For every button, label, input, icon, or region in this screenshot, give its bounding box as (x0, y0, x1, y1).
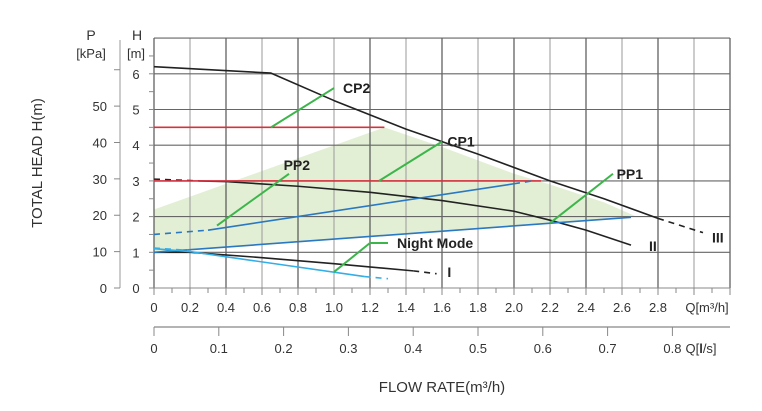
p-axis-tick-label: 0 (100, 281, 107, 296)
x-axis-title: FLOW RATE(m³/h) (379, 379, 505, 396)
series-line-pp2-ext2 (513, 180, 533, 185)
axis-layer: 0 1 2 3 4 5 6 0 10 20 30 40 50 0 0.2 0.4 0.6 0.8 1.0 1.2 1.4… (93, 40, 731, 356)
x-axis-m3h-tick-label: 2.2 (541, 300, 559, 315)
grid-layer (153, 37, 731, 289)
x-axis-m3h-unit: Q[m³/h] (685, 300, 728, 315)
x-axis-m3h-tick-label: 2.6 (613, 300, 631, 315)
annotation-leader-cp2 (270, 87, 335, 129)
x-axis-ls-tick-label: 0.2 (275, 341, 293, 356)
series-line-pp1 (153, 216, 632, 254)
series-line-i (154, 251, 414, 272)
annotation-leader-cp1 (378, 140, 443, 182)
x-axis-m3h-tick-label: 0 (150, 300, 157, 315)
curve-label-cp1: CP1 (447, 134, 474, 150)
h-axis-tick-label: 6 (132, 67, 139, 82)
x-axis-ls-unit: Q[l/s] (685, 341, 716, 356)
p-axis-tick-label: 30 (93, 172, 107, 187)
h-axis-tick-label: 0 (132, 281, 139, 296)
x-axis-m3h-tick-label: 0.2 (181, 300, 199, 315)
p-axis-tick-label: 40 (93, 135, 107, 150)
x-axis-m3h-tick-label: 2.8 (649, 300, 667, 315)
series-line-pp2-ext (153, 229, 209, 236)
curve-label-pp2: PP2 (284, 157, 311, 173)
x-axis-ls-tick-label: 0 (150, 341, 157, 356)
x-axis-m3h-tick-label: 2.4 (577, 300, 595, 315)
curve-label-iii: III (712, 229, 724, 245)
h-axis-tick-label: 3 (132, 174, 139, 189)
x-axis-ls-tick-label: 0.3 (339, 341, 357, 356)
x-axis-m3h-tick-label: 1.8 (469, 300, 487, 315)
h-axis-tick-label: 5 (132, 103, 139, 118)
curve-label-night-mode: Night Mode (397, 235, 473, 251)
x-axis-m3h-tick-label: 1.4 (397, 300, 415, 315)
h-axis-tick-label: 4 (132, 138, 139, 153)
series-line-pp2 (207, 182, 515, 231)
x-axis-ls-tick-label: 0.4 (404, 341, 422, 356)
p-axis-title: P (86, 27, 95, 43)
curve-label-pp1: PP1 (617, 166, 644, 182)
p-axis-tick-label: 20 (93, 208, 107, 223)
x-axis-ls-tick-label: 0.8 (663, 341, 681, 356)
x-axis-m3h-tick-label: 0.6 (253, 300, 271, 315)
x-axis-m3h-tick-label: 0.4 (217, 300, 235, 315)
p-axis-tick-label: 10 (93, 245, 107, 260)
series-line-iii-ext (657, 217, 704, 234)
shaded-operating-range-layer (154, 127, 637, 253)
y-axis-title: TOTAL HEAD H(m) (29, 98, 46, 228)
curve-label-i: I (447, 264, 451, 280)
shaded-operating-range (154, 127, 637, 253)
h-axis-tick-label: 2 (132, 210, 139, 225)
series-line-i-ext (413, 270, 437, 275)
h-axis-unit: [m] (127, 46, 145, 61)
p-axis-tick-label: 50 (93, 99, 107, 114)
x-axis-ls-tick-label: 0.1 (210, 341, 228, 356)
annotation-leader-night-mode (333, 242, 388, 273)
series-line-night-mode-ext (364, 275, 389, 280)
annotation-leader-pp1 (549, 172, 614, 224)
h-axis-tick-label: 1 (132, 245, 139, 260)
x-axis-m3h-tick-label: 1.6 (433, 300, 451, 315)
x-axis-ls-tick-label: 0.6 (534, 341, 552, 356)
x-axis-ls-tick-label: 0.5 (469, 341, 487, 356)
x-axis-m3h-tick-label: 1.0 (325, 300, 343, 315)
x-axis-m3h-tick-label: 1.2 (361, 300, 379, 315)
p-axis-unit: [kPa] (76, 46, 106, 61)
series-line-night-mode (153, 247, 365, 278)
annotation-leader-pp2 (216, 172, 290, 227)
h-axis-title: H (132, 27, 142, 43)
curve-label-ii: II (649, 238, 657, 254)
curve-label-cp2: CP2 (343, 80, 370, 96)
series-line-ii (198, 180, 632, 246)
x-axis-m3h-tick-label: 0.8 (289, 300, 307, 315)
x-axis-m3h-tick-label: 2.0 (505, 300, 523, 315)
x-axis-ls-tick-label: 0.7 (599, 341, 617, 356)
